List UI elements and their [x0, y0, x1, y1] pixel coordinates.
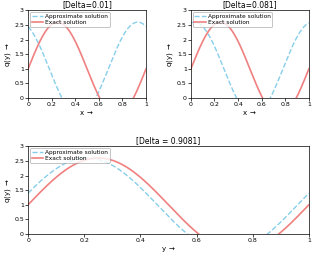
Exact solution	[96, 157, 100, 160]
Approximate solution	[257, 239, 261, 242]
Line: Exact solution: Exact solution	[28, 22, 146, 116]
Legend: Approximate solution, Exact solution: Approximate solution, Exact solution	[30, 12, 110, 27]
Approximate solution	[26, 192, 30, 195]
Title: [Delta = 0.9081]: [Delta = 0.9081]	[136, 136, 201, 146]
Approximate solution	[136, 21, 140, 24]
Y-axis label: q(y) $\rightarrow$: q(y) $\rightarrow$	[165, 42, 175, 67]
Exact solution	[301, 209, 305, 212]
Exact solution	[160, 197, 164, 200]
Approximate solution	[77, 114, 81, 117]
Title: [Delta=0.081]: [Delta=0.081]	[222, 1, 277, 10]
Exact solution	[162, 198, 166, 201]
Exact solution	[286, 109, 290, 112]
Line: Exact solution: Exact solution	[191, 22, 309, 116]
Exact solution	[26, 67, 30, 70]
Y-axis label: q(y) $\rightarrow$: q(y) $\rightarrow$	[2, 42, 13, 67]
X-axis label: x $\rightarrow$: x $\rightarrow$	[242, 109, 257, 117]
Exact solution	[90, 80, 94, 83]
Approximate solution	[162, 210, 166, 213]
Exact solution	[83, 62, 87, 66]
X-axis label: y $\rightarrow$: y $\rightarrow$	[161, 245, 176, 254]
Approximate solution	[307, 21, 311, 24]
Exact solution	[237, 250, 241, 253]
Exact solution	[82, 61, 86, 64]
Line: Exact solution: Exact solution	[28, 158, 309, 251]
Approximate solution	[189, 21, 193, 24]
Legend: Approximate solution, Exact solution: Approximate solution, Exact solution	[30, 148, 110, 162]
Exact solution	[253, 80, 257, 83]
Exact solution	[219, 21, 222, 24]
Exact solution	[97, 94, 100, 97]
Approximate solution	[85, 157, 89, 160]
Exact solution	[257, 245, 261, 248]
Exact solution	[144, 67, 148, 70]
Exact solution	[277, 114, 281, 117]
Exact solution	[245, 61, 249, 64]
Legend: Approximate solution, Exact solution: Approximate solution, Exact solution	[193, 12, 272, 27]
Title: [Delta=0.01]: [Delta=0.01]	[62, 1, 112, 10]
Approximate solution	[305, 23, 308, 26]
Exact solution	[179, 216, 183, 219]
Exact solution	[142, 73, 146, 76]
Approximate solution	[286, 55, 290, 58]
Exact solution	[115, 114, 118, 117]
Approximate solution	[193, 21, 196, 24]
Exact solution	[246, 62, 250, 66]
Approximate solution	[246, 112, 250, 115]
Y-axis label: q(y) $\rightarrow$: q(y) $\rightarrow$	[2, 178, 13, 203]
Line: Approximate solution: Approximate solution	[191, 22, 309, 116]
Approximate solution	[26, 25, 30, 28]
Approximate solution	[260, 110, 263, 113]
Approximate solution	[144, 25, 148, 28]
Approximate solution	[253, 114, 257, 117]
Approximate solution	[194, 239, 197, 242]
Exact solution	[194, 230, 197, 233]
Line: Approximate solution: Approximate solution	[28, 22, 146, 116]
Exact solution	[26, 203, 30, 206]
Approximate solution	[142, 23, 146, 26]
Exact solution	[189, 67, 193, 70]
X-axis label: x $\rightarrow$: x $\rightarrow$	[80, 109, 95, 117]
Approximate solution	[307, 192, 311, 195]
Approximate solution	[179, 226, 183, 230]
Approximate solution	[301, 197, 305, 200]
Approximate solution	[83, 112, 87, 115]
Exact solution	[307, 203, 311, 206]
Exact solution	[56, 21, 60, 24]
Approximate solution	[82, 112, 86, 115]
Exact solution	[305, 73, 308, 76]
Exact solution	[307, 67, 311, 70]
Exact solution	[260, 94, 263, 97]
Exact solution	[123, 109, 127, 112]
Approximate solution	[251, 114, 255, 117]
Approximate solution	[225, 250, 229, 253]
Approximate solution	[90, 103, 94, 106]
Approximate solution	[160, 208, 164, 211]
Approximate solution	[123, 31, 127, 34]
Approximate solution	[245, 112, 249, 115]
Line: Approximate solution: Approximate solution	[28, 158, 309, 251]
Approximate solution	[97, 90, 100, 94]
